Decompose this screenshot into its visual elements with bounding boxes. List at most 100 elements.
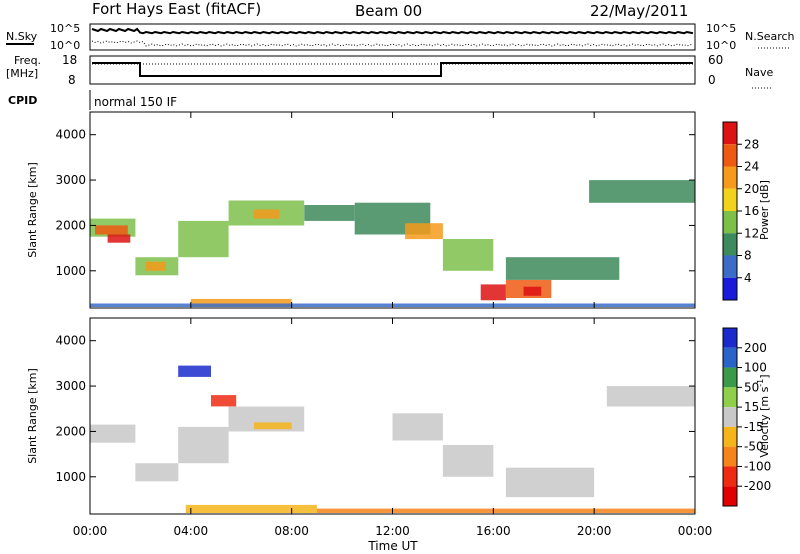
power-colorbar-tick-label: 8 (744, 249, 752, 263)
power-cell (505, 257, 620, 280)
velocity-cell (135, 463, 179, 482)
y-tick-label: 2000 (55, 424, 86, 438)
freq-tick-bottom: 8 (68, 73, 76, 87)
velocity-colorbar-tick-label: -100 (744, 459, 771, 473)
x-tick-label: 20:00 (577, 524, 612, 538)
station-title: Fort Hays East (fitACF) (92, 0, 261, 18)
power-colorbar-tick-label: 4 (744, 271, 752, 285)
velocity-colorbar-swatch (723, 466, 737, 487)
power-cell (480, 284, 506, 301)
noise-right-tick-top: 10^5 (706, 22, 736, 35)
power-colorbar-swatch (723, 144, 737, 167)
power-colorbar-tick-label: 16 (744, 204, 759, 218)
freq-unit-label: [MHz] (6, 67, 38, 80)
power-cell (107, 234, 131, 243)
velocity-colorbar-tick-label: -15 (744, 420, 764, 434)
noise-search-label: N.Search (745, 30, 795, 43)
velocity-colorbar-label-tail: ] (758, 374, 771, 378)
velocity-cell (185, 504, 317, 513)
velocity-cell (392, 413, 443, 441)
power-colorbar-swatch (723, 166, 737, 189)
cpid-value: normal 150 IF (94, 95, 177, 109)
power-cell (178, 220, 229, 258)
power-heatmap (90, 180, 695, 307)
power-colorbar-swatch (723, 255, 737, 278)
x-tick-label: 04:00 (174, 524, 209, 538)
y-tick-label: 3000 (55, 379, 86, 393)
noise-left-tick-top: 10^5 (50, 22, 80, 35)
velocity-colorbar-tick-label: 15 (744, 400, 759, 414)
velocity-ylabel: Slant Range [km] (26, 368, 39, 464)
noise-panel-frame (89, 23, 696, 51)
velocity-colorbar-tick-label: 100 (744, 361, 767, 375)
power-colorbar-swatch (723, 188, 737, 211)
noise-left-tick-bottom: 10^0 (50, 39, 80, 52)
y-tick-label: 2000 (55, 218, 86, 232)
freq-line (92, 62, 693, 77)
sky-noise-line (91, 27, 694, 35)
velocity-cell (178, 426, 229, 464)
velocity-colorbar-swatch (723, 367, 737, 388)
velocity-colorbar: 200 100 50 15 -15 -50 -100 -200 (722, 327, 771, 507)
velocity-cell (253, 422, 292, 430)
y-tick-label: 1000 (55, 264, 86, 278)
nave-label: Nave (745, 66, 773, 79)
velocity-cell (442, 445, 494, 477)
freq-panel-frame (89, 55, 696, 85)
nave-tick-bottom: 0 (708, 73, 716, 87)
power-cell (304, 205, 355, 221)
time-axis-label: Time UT (367, 539, 418, 553)
power-cell (442, 239, 494, 271)
velocity-axis-ticks: 1000 2000 3000 4000 (55, 334, 695, 484)
velocity-cell (90, 424, 136, 443)
power-cell (253, 209, 280, 219)
x-tick-label: 08:00 (274, 524, 309, 538)
velocity-cell (178, 365, 211, 377)
power-colorbar-swatch (723, 211, 737, 234)
velocity-colorbar-label-sup: -1 (756, 379, 765, 387)
date-label: 22/May/2011 (590, 2, 688, 20)
freq-label: Freq. (14, 54, 41, 67)
y-tick-label: 1000 (55, 470, 86, 484)
y-tick-label: 4000 (55, 128, 86, 142)
velocity-colorbar-tick-label: -50 (744, 440, 764, 454)
search-noise-line (91, 40, 694, 47)
x-tick-label: 16:00 (476, 524, 511, 538)
velocity-colorbar-frame (722, 327, 738, 507)
velocity-cell (505, 467, 595, 498)
time-axis-ticks: 00:00 04:00 08:00 12:00 16:00 20:00 00:00 (73, 112, 712, 538)
noise-sky-label: N.Sky (6, 30, 38, 43)
power-ylabel: Slant Range [km] (26, 162, 39, 258)
noise-right-tick-bottom: 10^0 (706, 39, 736, 52)
power-cell (145, 261, 166, 271)
velocity-heatmap (90, 365, 695, 513)
y-tick-label: 4000 (55, 334, 86, 348)
power-cell (405, 223, 443, 240)
velocity-colorbar-swatch (723, 446, 737, 467)
power-colorbar-tick-label: 28 (744, 137, 759, 151)
power-cell (523, 286, 542, 296)
velocity-colorbar-tick-label: 50 (744, 380, 759, 394)
cpid-label: CPID (8, 94, 37, 107)
velocity-colorbar-swatch (723, 328, 737, 348)
power-cell (190, 298, 292, 307)
velocity-colorbar-swatch (723, 387, 737, 408)
freq-tick-top: 18 (62, 53, 77, 67)
power-axis-ticks: 1000 2000 3000 4000 (55, 128, 695, 278)
x-tick-label: 12:00 (375, 524, 410, 538)
power-colorbar-tick-label: 20 (744, 182, 759, 196)
power-colorbar-tick-label: 24 (744, 160, 759, 174)
power-colorbar-tick-label: 12 (744, 226, 759, 240)
power-colorbar-swatch (723, 233, 737, 256)
power-colorbar-label: Power [dB] (758, 180, 771, 240)
velocity-cell (316, 508, 695, 513)
velocity-colorbar-label: Velocity [m s-1] (756, 374, 771, 457)
velocity-cell (606, 386, 695, 407)
velocity-colorbar-swatch (723, 426, 737, 447)
velocity-cell (211, 395, 237, 407)
nave-tick-top: 60 (708, 53, 723, 67)
y-tick-label: 3000 (55, 173, 86, 187)
velocity-colorbar-label-main: Velocity [m s (758, 386, 771, 457)
power-colorbar: 28 24 20 16 12 8 4 (722, 121, 759, 301)
